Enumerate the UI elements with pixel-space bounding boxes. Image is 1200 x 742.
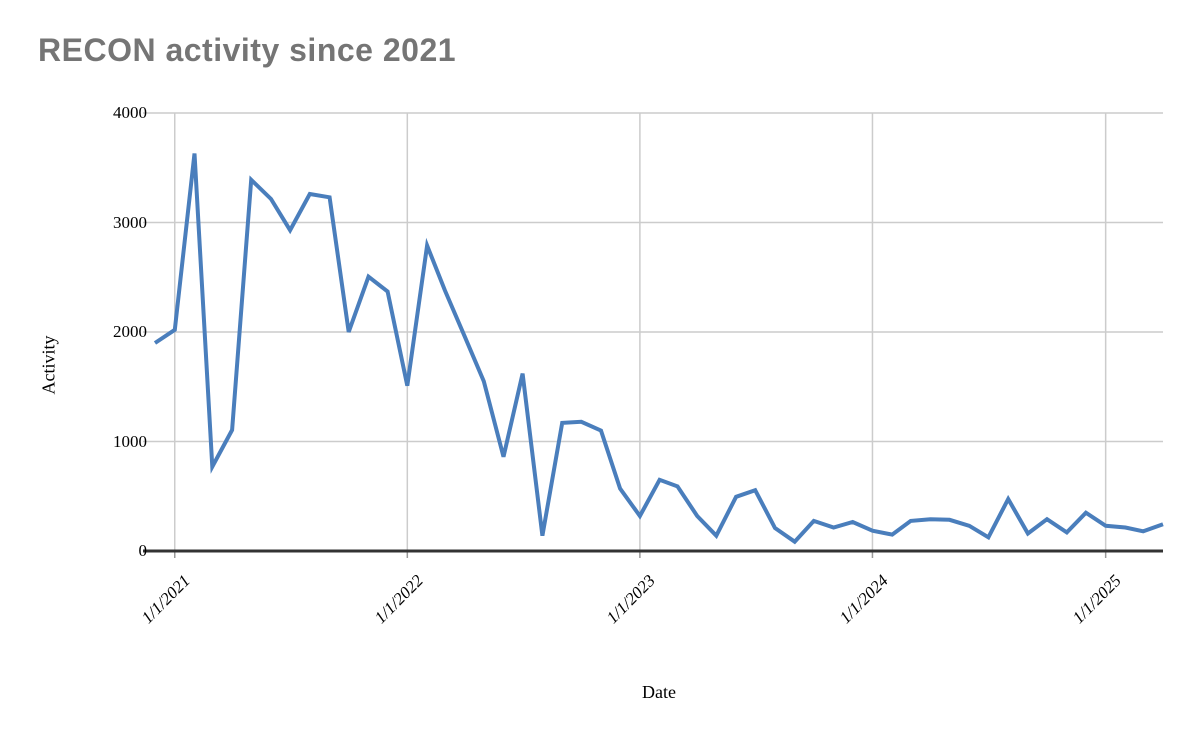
- y-axis-title: Activity: [38, 335, 59, 395]
- chart-title: RECON activity since 2021: [38, 32, 457, 68]
- activity-series-line: [153, 153, 1164, 545]
- x-axis-title: Date: [642, 682, 676, 702]
- y-tick-label: 3000: [113, 212, 147, 232]
- y-tick-label: 0: [138, 541, 148, 560]
- y-tick-label: 2000: [113, 322, 147, 341]
- y-tick-label: 1000: [113, 431, 147, 451]
- y-tick-label: 4000: [113, 103, 147, 122]
